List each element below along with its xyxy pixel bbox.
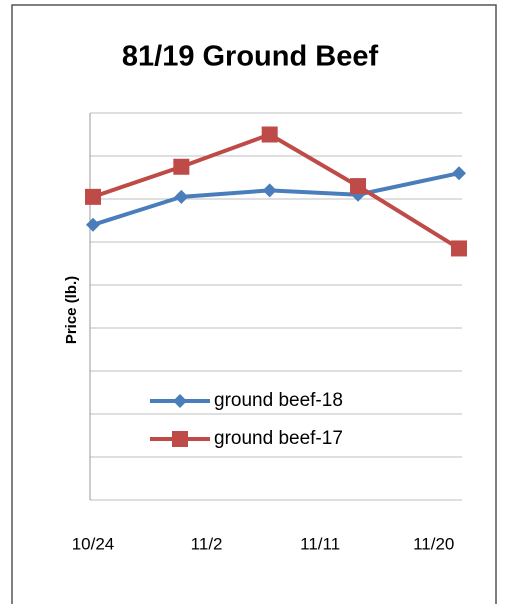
marker [451, 240, 467, 257]
marker [261, 126, 278, 143]
legend-label: ground beef-17 [214, 428, 343, 449]
chart-title: 81/19 Ground Beef [122, 41, 379, 73]
marker [85, 188, 101, 205]
marker [350, 178, 367, 195]
x-tick-label: 11/11 [300, 534, 340, 553]
x-tick-label: 11/20 [413, 534, 454, 553]
legend-label: ground beef-18 [214, 390, 343, 411]
x-tick-label: 10/24 [72, 534, 115, 553]
marker [262, 183, 277, 198]
marker [172, 431, 188, 447]
x-tick-label: 11/2 [191, 534, 223, 553]
frame [11, 4, 497, 604]
marker [174, 189, 189, 204]
marker [173, 158, 190, 175]
marker [86, 217, 100, 232]
marker [173, 394, 187, 408]
marker [452, 166, 466, 181]
y-axis-label: Price (lb.) [63, 276, 80, 344]
